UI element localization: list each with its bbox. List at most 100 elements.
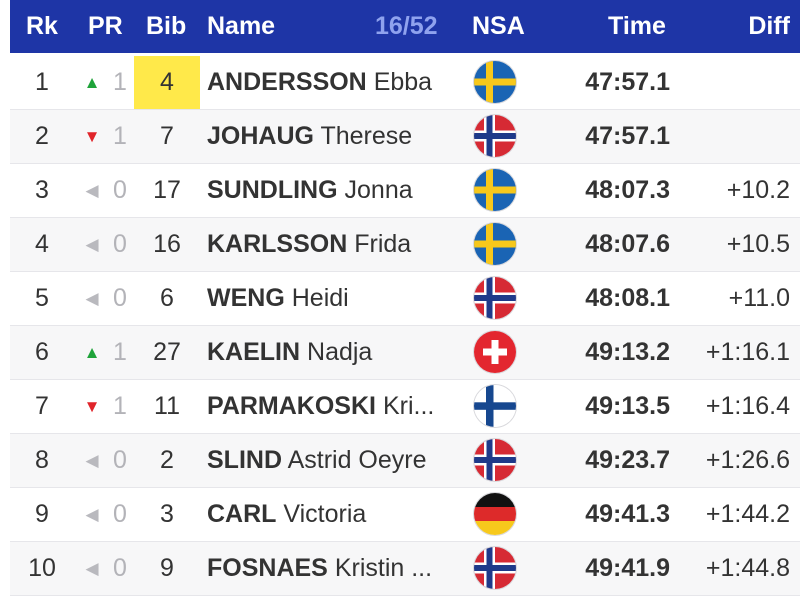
rank: 3 <box>35 176 49 204</box>
trend-same-icon: ◀ <box>85 505 99 524</box>
athlete-name[interactable]: SUNDLING Jonna <box>207 164 465 217</box>
athlete-name[interactable]: JOHAUG Therese <box>207 110 465 163</box>
position-change: 0 <box>113 230 127 258</box>
result-row[interactable]: 6 ▲ 1 27 KAELIN Nadja 49:13.2 +1:16.1 <box>10 326 800 380</box>
position-change: 0 <box>113 500 127 528</box>
bib-number: 16 <box>153 230 181 258</box>
trend-same-icon: ◀ <box>85 559 99 578</box>
athlete-last-name: JOHAUG <box>207 122 314 150</box>
result-row[interactable]: 3 ◀ 0 17 SUNDLING Jonna 48:07.3 +10.2 <box>10 164 800 218</box>
result-row[interactable]: 1 ▲ 1 4 ANDERSSON Ebba 47:57.1 <box>10 56 800 110</box>
finish-time: 48:08.1 <box>585 284 670 312</box>
athlete-first-name: Kri... <box>382 392 435 420</box>
table-header: Rk PR Bib Name 16/52 NSA Time Diff <box>10 0 800 53</box>
norway-flag-icon <box>474 439 516 481</box>
result-row[interactable]: 10 ◀ 0 9 FOSNAES Kristin ... 49:41.9 +1:44.8 <box>10 542 800 596</box>
finish-time: 47:57.1 <box>585 68 670 96</box>
bib-number: 4 <box>134 56 200 109</box>
athlete-name[interactable]: FOSNAES Kristin ... <box>207 542 465 595</box>
position-change: 0 <box>113 446 127 474</box>
bib-column-header[interactable]: Bib <box>146 12 187 40</box>
result-row[interactable]: 8 ◀ 0 2 SLIND Astrid Oeyre 49:23.7 +1:26.6 <box>10 434 800 488</box>
athlete-first-name: Heidi <box>291 284 349 312</box>
bib-number: 7 <box>160 122 174 150</box>
trend-down-icon: ▼ <box>83 397 101 416</box>
finish-time: 48:07.3 <box>585 176 670 204</box>
athlete-name[interactable]: KAELIN Nadja <box>207 326 465 379</box>
rank: 10 <box>28 554 56 582</box>
result-row[interactable]: 4 ◀ 0 16 KARLSSON Frida 48:07.6 +10.5 <box>10 218 800 272</box>
norway-flag-icon <box>474 547 516 589</box>
athlete-name[interactable]: PARMAKOSKI Kri... <box>207 380 465 433</box>
time-column-header[interactable]: Time <box>608 12 666 40</box>
athlete-last-name: ANDERSSON <box>207 68 367 96</box>
athlete-first-name: Nadja <box>307 338 373 366</box>
trend-same-icon: ◀ <box>85 289 99 308</box>
athlete-name[interactable]: CARL Victoria <box>207 488 465 541</box>
rank: 6 <box>35 338 49 366</box>
result-row[interactable]: 5 ◀ 0 6 WENG Heidi 48:08.1 +11.0 <box>10 272 800 326</box>
rank: 2 <box>35 122 49 150</box>
bib-number: 17 <box>153 176 181 204</box>
rank: 5 <box>35 284 49 312</box>
position-change: 1 <box>113 392 127 420</box>
athlete-name[interactable]: KARLSSON Frida <box>207 218 465 271</box>
trend-down-icon: ▼ <box>83 127 101 146</box>
sweden-flag-icon <box>474 223 516 265</box>
pr-column-header[interactable]: PR <box>88 12 123 40</box>
athlete-last-name: SUNDLING <box>207 176 338 204</box>
position-change: 0 <box>113 554 127 582</box>
athlete-first-name: Frida <box>354 230 412 258</box>
position-change: 0 <box>113 176 127 204</box>
results-count: 16/52 <box>375 12 438 40</box>
rank-column-header[interactable]: Rk <box>26 12 58 40</box>
time-difference: +1:44.2 <box>705 500 790 528</box>
athlete-first-name: Ebba <box>373 68 433 96</box>
rank: 4 <box>35 230 49 258</box>
athlete-first-name: Therese <box>320 122 413 150</box>
trend-up-icon: ▲ <box>83 73 101 92</box>
nsa-column-header[interactable]: NSA <box>472 12 525 40</box>
finland-flag-icon <box>474 385 516 427</box>
name-column-header[interactable]: Name <box>207 12 276 40</box>
athlete-last-name: PARMAKOSKI <box>207 392 376 420</box>
rank: 8 <box>35 446 49 474</box>
sweden-flag-icon <box>474 61 516 103</box>
time-difference: +1:16.1 <box>705 338 790 366</box>
bib-number: 6 <box>160 284 174 312</box>
athlete-last-name: WENG <box>207 284 285 312</box>
athlete-name[interactable]: SLIND Astrid Oeyre <box>207 434 465 487</box>
position-change: 0 <box>113 284 127 312</box>
athlete-first-name: Astrid Oeyre <box>287 446 427 474</box>
diff-column-header[interactable]: Diff <box>748 12 790 40</box>
finish-time: 47:57.1 <box>585 122 670 150</box>
athlete-name[interactable]: WENG Heidi <box>207 272 465 325</box>
finish-time: 49:41.9 <box>585 554 670 582</box>
athlete-first-name: Victoria <box>283 500 367 528</box>
bib-number: 3 <box>160 500 174 528</box>
time-difference: +1:26.6 <box>705 446 790 474</box>
trend-same-icon: ◀ <box>85 451 99 470</box>
switzerland-flag-icon <box>474 331 516 373</box>
athlete-last-name: KARLSSON <box>207 230 348 258</box>
position-change: 1 <box>113 68 127 96</box>
result-row[interactable]: 2 ▼ 1 7 JOHAUG Therese 47:57.1 <box>10 110 800 164</box>
germany-flag-icon <box>474 493 516 535</box>
norway-flag-icon <box>474 115 516 157</box>
trend-up-icon: ▲ <box>83 343 101 362</box>
finish-time: 49:41.3 <box>585 500 670 528</box>
finish-time: 49:13.2 <box>585 338 670 366</box>
athlete-last-name: SLIND <box>207 446 282 474</box>
sweden-flag-icon <box>474 169 516 211</box>
time-difference: +10.5 <box>726 230 790 258</box>
finish-time: 49:13.5 <box>585 392 670 420</box>
athlete-last-name: FOSNAES <box>207 554 328 582</box>
bib-number: 9 <box>160 554 174 582</box>
result-row[interactable]: 7 ▼ 1 11 PARMAKOSKI Kri... 49:13.5 +1:16.4 <box>10 380 800 434</box>
result-row[interactable]: 9 ◀ 0 3 CARL Victoria 49:41.3 +1:44.2 <box>10 488 800 542</box>
results-list: 1 ▲ 1 4 ANDERSSON Ebba 47:57.1 2 ▼ 1 7 JOHAUG Ther… <box>10 56 800 596</box>
athlete-last-name: CARL <box>207 500 277 528</box>
position-change: 1 <box>113 338 127 366</box>
athlete-name[interactable]: ANDERSSON Ebba <box>207 56 465 109</box>
